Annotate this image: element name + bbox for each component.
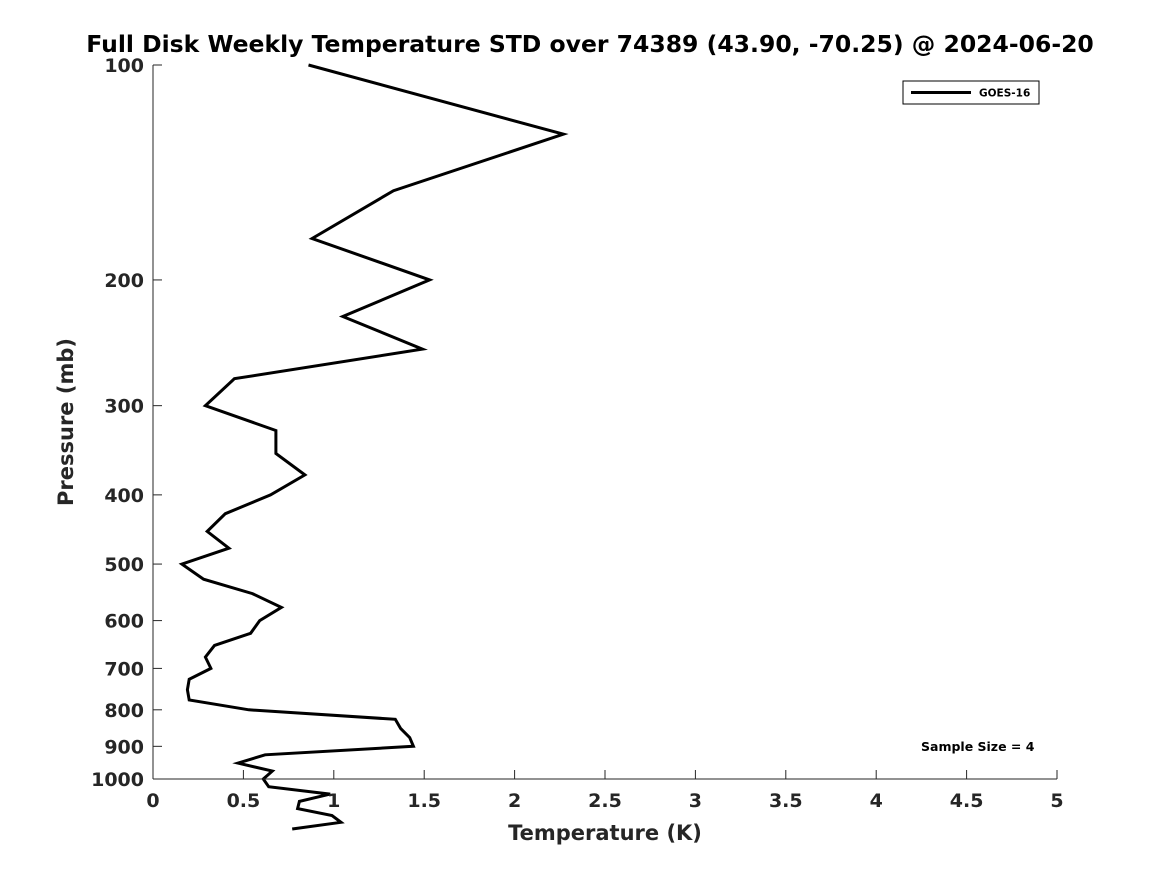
y-ticks: 100 200 300 400 500 600 700 800 900 1000 <box>91 55 162 791</box>
x-tick-label: 1.5 <box>407 790 441 812</box>
x-tick-label: 0 <box>146 790 159 812</box>
series-line-goes-16 <box>178 63 569 831</box>
x-tick-label: 2 <box>508 790 521 812</box>
x-tick-label: 1 <box>327 790 340 812</box>
legend: GOES-16 <box>902 80 1040 105</box>
x-tick-label: 3 <box>689 790 702 812</box>
x-tick-label: 5 <box>1050 790 1063 812</box>
legend-label-goes-16: GOES-16 <box>979 88 1030 100</box>
y-tick-label: 600 <box>104 611 144 633</box>
y-axis-label: Pressure (mb) <box>54 338 78 506</box>
y-tick-label: 700 <box>104 658 144 680</box>
y-tick-label: 1000 <box>91 769 144 791</box>
x-tick-label: 4.5 <box>950 790 984 812</box>
y-tick-label: 500 <box>104 554 144 576</box>
y-tick-label: 800 <box>104 700 144 722</box>
sample-size-annotation: Sample Size = 4 <box>921 739 1035 754</box>
y-tick-label: 900 <box>104 736 144 758</box>
x-ticks: 0 0.5 1 1.5 2 2.5 3 3.5 4 4.5 5 <box>146 770 1064 812</box>
y-tick-label: 100 <box>104 55 144 77</box>
x-tick-label: 2.5 <box>588 790 622 812</box>
x-axis-label: Temperature (K) <box>508 821 702 845</box>
x-tick-label: 3.5 <box>769 790 803 812</box>
x-tick-label: 0.5 <box>227 790 261 812</box>
plot-area <box>178 63 569 831</box>
y-tick-label: 400 <box>104 485 144 507</box>
y-tick-label: 300 <box>104 396 144 418</box>
x-tick-label: 4 <box>870 790 883 812</box>
chart-title: Full Disk Weekly Temperature STD over 74… <box>86 30 1094 58</box>
y-tick-label: 200 <box>104 270 144 292</box>
